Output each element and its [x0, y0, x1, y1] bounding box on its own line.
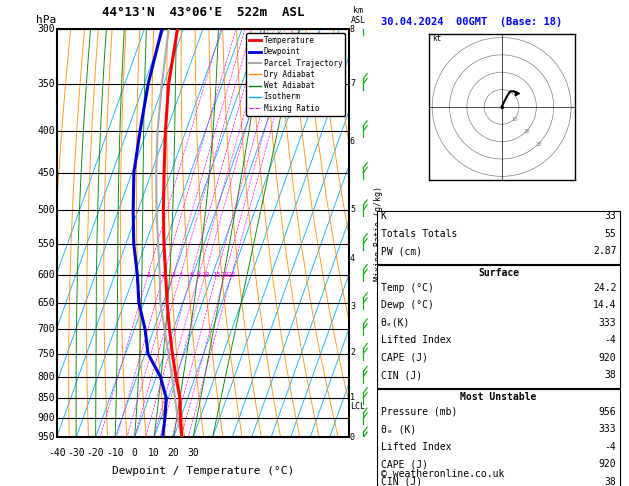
Text: CIN (J): CIN (J)	[381, 370, 421, 381]
Text: LCL: LCL	[350, 402, 365, 411]
Text: 44°13'N  43°06'E  522m  ASL: 44°13'N 43°06'E 522m ASL	[102, 6, 304, 19]
Text: Lifted Index: Lifted Index	[381, 335, 451, 346]
Text: 0: 0	[350, 433, 355, 442]
Text: -20: -20	[87, 448, 104, 458]
Text: 333: 333	[599, 318, 616, 328]
Text: 38: 38	[604, 477, 616, 486]
Text: 500: 500	[38, 205, 55, 215]
Text: 3: 3	[171, 272, 175, 278]
Text: 38: 38	[604, 370, 616, 381]
Text: Mixing Ratio (g/kg): Mixing Ratio (g/kg)	[374, 186, 383, 281]
Text: θₑ (K): θₑ (K)	[381, 424, 416, 434]
Text: 20: 20	[221, 272, 229, 278]
Text: 30.04.2024  00GMT  (Base: 18): 30.04.2024 00GMT (Base: 18)	[381, 17, 562, 27]
Text: Surface: Surface	[478, 268, 519, 278]
Text: Most Unstable: Most Unstable	[460, 392, 537, 402]
Text: 650: 650	[38, 298, 55, 308]
Text: 4: 4	[350, 254, 355, 263]
Text: -4: -4	[604, 442, 616, 452]
Text: K: K	[381, 211, 386, 222]
Text: 8: 8	[350, 25, 355, 34]
Text: Pressure (mb): Pressure (mb)	[381, 407, 457, 417]
Text: PW (cm): PW (cm)	[381, 246, 421, 257]
Text: -30: -30	[67, 448, 85, 458]
Text: Dewp (°C): Dewp (°C)	[381, 300, 433, 311]
Text: hPa: hPa	[36, 15, 57, 25]
Text: CAPE (J): CAPE (J)	[381, 459, 428, 469]
Text: 400: 400	[38, 126, 55, 136]
Text: 30: 30	[536, 142, 542, 147]
Text: 24.2: 24.2	[593, 283, 616, 293]
Text: 30: 30	[187, 448, 199, 458]
Text: 4: 4	[179, 272, 183, 278]
Text: 750: 750	[38, 348, 55, 359]
Text: 920: 920	[599, 353, 616, 363]
Text: Totals Totals: Totals Totals	[381, 229, 457, 239]
Text: 10: 10	[511, 117, 518, 122]
Text: km
ASL: km ASL	[350, 6, 365, 25]
Text: 333: 333	[599, 424, 616, 434]
Text: 800: 800	[38, 371, 55, 382]
Text: 55: 55	[604, 229, 616, 239]
Text: 850: 850	[38, 393, 55, 403]
Text: 1: 1	[350, 393, 355, 401]
Text: 450: 450	[38, 168, 55, 178]
Text: 5: 5	[350, 205, 355, 214]
Legend: Temperature, Dewpoint, Parcel Trajectory, Dry Adiabat, Wet Adiabat, Isotherm, Mi: Temperature, Dewpoint, Parcel Trajectory…	[246, 33, 345, 116]
Text: 15: 15	[213, 272, 221, 278]
Text: 0: 0	[131, 448, 138, 458]
Text: CAPE (J): CAPE (J)	[381, 353, 428, 363]
Text: 6: 6	[189, 272, 193, 278]
Text: 700: 700	[38, 324, 55, 334]
Text: 2: 2	[162, 272, 166, 278]
Text: 900: 900	[38, 413, 55, 423]
Text: -40: -40	[48, 448, 65, 458]
Text: -10: -10	[106, 448, 124, 458]
Text: 10: 10	[201, 272, 209, 278]
Text: 2: 2	[350, 348, 355, 357]
Text: kt: kt	[432, 34, 442, 43]
Text: CIN (J): CIN (J)	[381, 477, 421, 486]
Text: 350: 350	[38, 79, 55, 89]
Text: 1: 1	[146, 272, 150, 278]
Text: 3: 3	[350, 302, 355, 312]
Text: -4: -4	[604, 335, 616, 346]
Text: 25: 25	[228, 272, 236, 278]
Text: 550: 550	[38, 239, 55, 249]
Text: © weatheronline.co.uk: © weatheronline.co.uk	[381, 469, 504, 479]
Text: 956: 956	[599, 407, 616, 417]
Text: 600: 600	[38, 270, 55, 279]
Text: Dewpoint / Temperature (°C): Dewpoint / Temperature (°C)	[112, 466, 294, 476]
Text: 6: 6	[350, 137, 355, 146]
Text: 7: 7	[350, 79, 355, 88]
Text: 2.87: 2.87	[593, 246, 616, 257]
Text: Temp (°C): Temp (°C)	[381, 283, 433, 293]
Text: 920: 920	[599, 459, 616, 469]
Text: 10: 10	[148, 448, 160, 458]
Text: 8: 8	[197, 272, 201, 278]
Text: 14.4: 14.4	[593, 300, 616, 311]
Text: Lifted Index: Lifted Index	[381, 442, 451, 452]
Text: 300: 300	[38, 24, 55, 34]
Text: θₑ(K): θₑ(K)	[381, 318, 410, 328]
Text: 33: 33	[604, 211, 616, 222]
Text: 20: 20	[523, 129, 530, 135]
Text: 950: 950	[38, 433, 55, 442]
Text: 20: 20	[168, 448, 179, 458]
